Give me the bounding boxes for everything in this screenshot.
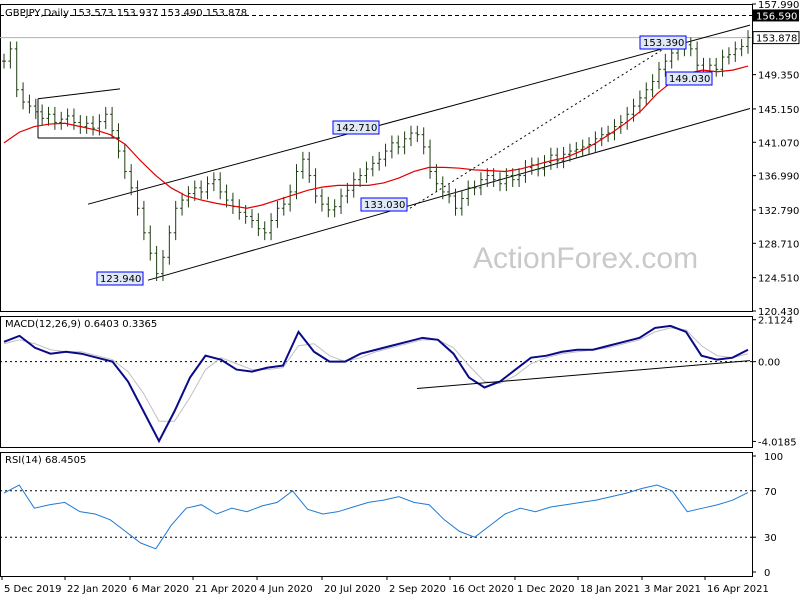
rsi-line: [3, 484, 749, 550]
macd-y-tick-label: -4.0185: [758, 437, 797, 448]
x-tick-label: 18 Jan 2021: [580, 584, 640, 595]
price-y-tick-label: 120.430: [758, 307, 799, 318]
level-label-box: [753, 9, 799, 22]
panel-frame-0: [0, 4, 753, 312]
x-tick-label: 2 Sep 2020: [389, 584, 446, 595]
macd-header: MACD(12,26,9) 0.6403 0.3365: [5, 319, 157, 330]
macd-y-tick-label: 0.00: [758, 358, 780, 369]
macd-trend-line: [416, 360, 751, 389]
x-tick-label: 16 Oct 2020: [452, 584, 514, 595]
macd-main-line: [3, 324, 749, 444]
level-label: 156.590: [756, 11, 797, 22]
price-y-tick-label: 124.510: [758, 274, 799, 285]
annotation-label: 123.940: [100, 274, 141, 285]
x-tick-label: 5 Dec 2019: [4, 584, 62, 595]
annotation-box: [639, 35, 687, 50]
x-axis: 5 Dec 2019 22 Jan 2020 6 Mar 2020 21 Apr 20…: [1, 576, 769, 595]
x-tick-label: 22 Jan 2020: [67, 584, 127, 595]
macd-signal-line: [3, 327, 749, 422]
price-y-tick-label: 141.070: [758, 138, 799, 149]
macd-panel: 2.1124 0.00 -4.0185: [0, 316, 797, 448]
annotation-box: [360, 197, 408, 212]
price-y-tick-label: 128.710: [758, 239, 799, 250]
price-y-tick-label: 145.150: [758, 105, 799, 116]
price-header: GBPJPY,Daily 153.573 153.937 153.490 153…: [5, 8, 247, 19]
rsi-y-tick-label: 100: [764, 452, 783, 463]
annotation-label: 149.030: [669, 74, 710, 85]
x-tick-label: 1 Dec 2020: [517, 584, 575, 595]
annotation-box: [665, 71, 713, 86]
channel-upper-line: [87, 24, 751, 205]
macd-y-tick-label: 2.1124: [758, 316, 793, 327]
panel-frames: [0, 4, 753, 577]
panel-frame-2: [0, 452, 753, 577]
price-y-tick-label: 157.990: [758, 0, 799, 11]
x-tick-label: 20 Jul 2020: [324, 584, 381, 595]
current-price-label: 153.878: [756, 34, 797, 45]
rsi-y-tick-label: 70: [764, 487, 777, 498]
x-tick-label: 4 Jun 2020: [259, 584, 313, 595]
x-tick-label: 3 Mar 2021: [644, 584, 701, 595]
rsi-header: RSI(14) 68.4505: [5, 455, 86, 466]
watermark-logo: ActionForex.com: [473, 242, 698, 275]
annotation-box: [332, 120, 380, 135]
price-y-tick-label: 132.790: [758, 206, 799, 217]
x-tick-label: 21 Apr 2020: [195, 584, 257, 595]
price-y-tick-label: 149.350: [758, 71, 799, 82]
price-panel: ActionForex.com 157.990 149.350 145.150 141…: [0, 0, 800, 318]
price-y-tick-label: 136.990: [758, 172, 799, 183]
annotation-label: 142.710: [336, 123, 377, 134]
panel-frame-1: [0, 316, 753, 448]
annotation-label: 133.030: [364, 200, 405, 211]
annotation-box: [96, 271, 144, 286]
annotation-label: 153.390: [643, 38, 684, 49]
x-tick-label: 16 Apr 2021: [707, 584, 769, 595]
moving-average-line: [3, 65, 749, 209]
dotted-trend-line: [409, 47, 666, 209]
current-price-box: [752, 31, 800, 45]
rsi-panel: 100 70 30 0: [0, 452, 783, 579]
rsi-y-tick-label: 0: [764, 568, 770, 579]
x-tick-label: 6 Mar 2020: [132, 584, 189, 595]
rsi-y-tick-label: 30: [764, 533, 777, 544]
box-top-line: [37, 88, 121, 100]
